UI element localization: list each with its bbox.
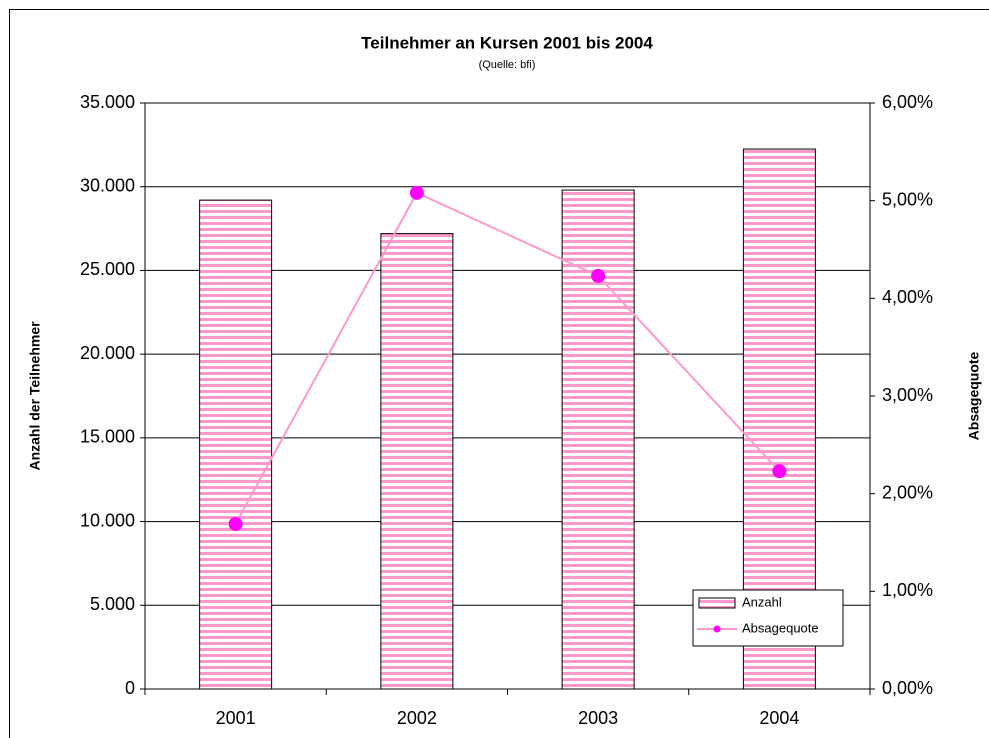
x-tick-label: 2002 [397,708,437,728]
y2-tick-label: 4,00% [882,287,933,307]
y-tick-label: 35.000 [80,92,135,112]
legend-label: Absagequote [742,620,819,635]
y-tick-label: 30.000 [80,175,135,195]
chart-title: Teilnehmer an Kursen 2001 bis 2004 [361,33,653,52]
line [234,191,781,525]
line-marker [409,185,424,200]
bar [199,199,273,690]
y2-tick-label: 0,00% [882,678,933,698]
legend-swatch [698,597,736,609]
y-tick-label: 5.000 [90,594,135,614]
legend-marker [713,625,721,633]
x-tick-label: 2004 [759,708,799,728]
y-axis-title: Anzahl der Teilnehmer [27,321,43,471]
y2-tick-label: 5,00% [882,189,933,209]
y2-tick-label: 1,00% [882,580,933,600]
line-marker [772,464,787,479]
y2-axis-title: Absagequote [966,351,982,440]
y2-tick-label: 3,00% [882,385,933,405]
y-tick-label: 10.000 [80,510,135,530]
chart-subtitle: (Quelle: bfi) [479,59,536,71]
x-tick-label: 2001 [216,708,256,728]
x-tick-label: 2003 [578,708,618,728]
y-tick-label: 25.000 [80,259,135,279]
legend-label: Anzahl [742,594,782,609]
y-tick-label: 0 [125,678,135,698]
y2-tick-label: 6,00% [882,92,933,112]
y2-tick-label: 2,00% [882,482,933,502]
y-tick-label: 15.000 [80,427,135,447]
line-marker [591,268,606,283]
line-marker [228,516,243,531]
bar [380,233,454,690]
y-tick-label: 20.000 [80,343,135,363]
